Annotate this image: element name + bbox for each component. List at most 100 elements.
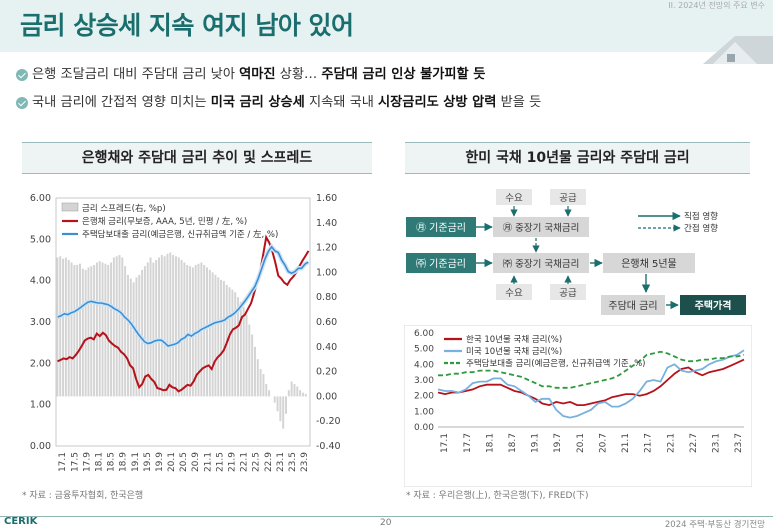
demand-top-node [496, 189, 532, 205]
x-tick-label: 20.5 [179, 452, 189, 472]
spread-bar [251, 334, 254, 397]
x-tick-label: 20.1 [167, 452, 177, 472]
x-tick-label: 19.9 [155, 452, 165, 472]
spread-bar [93, 264, 96, 397]
spread-bar [242, 307, 245, 397]
summary-bullets: 은행 조달금리 대비 주담대 금리 낮아 역마진 상황… 주담대 금리 인상 불… [10, 62, 750, 118]
spread-bar [180, 260, 183, 397]
plot-frame [55, 197, 311, 447]
legend-label: 주택담보대출 금리(예금은행, 신규취급액 기준, %) [466, 358, 646, 369]
x-tick-label: 18.1 [485, 433, 495, 453]
spread-bar [293, 384, 296, 397]
spread-bar [129, 278, 132, 397]
spread-bar [237, 297, 240, 397]
y-tick-label: 3.00 [414, 376, 434, 386]
kr-us-treasury-mortgage-chart: 0.00 1.00 2.00 3.00 4.00 5.00 6.00 17.1 17.7 18.1… [404, 325, 752, 487]
bank-bond-rate-line [57, 234, 310, 393]
spread-bar [126, 274, 129, 397]
supply-bottom-node [550, 284, 586, 300]
bullet-emphasis: 미국 금리 상승세 [210, 95, 305, 110]
y-tick-label: 0.00 [414, 423, 434, 433]
y-tick-label: 5.00 [30, 234, 51, 245]
spread-bar [276, 396, 279, 412]
x-tick-label: 18.1 [94, 452, 104, 472]
spread-bar [231, 289, 234, 397]
page-title: 금리 상승세 지속 여지 남아 있어 [20, 11, 354, 40]
x-tick-label: 18.7 [508, 433, 518, 453]
bullet-emphasis: 역마진 [239, 67, 276, 82]
bullet-item: 은행 조달금리 대비 주담대 금리 낮아 역마진 상황… 주담대 금리 인상 불… [10, 62, 750, 90]
x-tick-label: 19.7 [553, 433, 563, 453]
spread-bar [220, 279, 223, 397]
spread-bar [79, 263, 81, 397]
spread-bar [110, 262, 113, 397]
y-tick-label: 6.00 [414, 329, 434, 339]
us-10y-line [437, 349, 745, 419]
mortgage-rate-line [438, 350, 745, 389]
x-tick-label: 21.7 [644, 433, 654, 453]
x-tick-label: 21.9 [228, 452, 238, 472]
y2-tick-label: 1.40 [316, 218, 337, 229]
y2-tick-label: 1.20 [316, 243, 337, 254]
spread-bar [211, 272, 214, 397]
y-tick-label: 4.00 [30, 276, 51, 287]
spread-bar [81, 268, 84, 397]
x-tick-label: 17.1 [440, 433, 450, 453]
spread-bar [76, 264, 79, 397]
spread-bar [112, 257, 115, 397]
left-panel-title: 은행채와 주담대 금리 추이 및 스프레드 [22, 142, 372, 174]
spread-bar [135, 277, 138, 397]
spread-bar [64, 257, 67, 397]
spread-bar [222, 281, 225, 397]
kr-long-term-rate-label: ㈜ 중장기 국채금리 [503, 258, 580, 270]
spread-bar [253, 346, 256, 397]
spread-bar [146, 262, 149, 397]
section-breadcrumb: II. 2024년 전망의 주요 변수 [668, 1, 765, 10]
legend-label: 한국 10년물 국채 금리(%) [466, 334, 562, 345]
legend-indirect-label: 간접 영향 [684, 223, 718, 234]
x-tick-label: 20.9 [191, 452, 201, 472]
y-tick-label: 2.00 [414, 392, 434, 402]
x-tick-label: 23.9 [300, 452, 310, 472]
spread-bar [115, 256, 118, 397]
bullet-item: 국내 금리에 간접적 영향 미치는 미국 금리 상승세 지속돼 국내 시장금리도… [10, 90, 750, 118]
spread-bar [234, 292, 237, 397]
house-price-label: 주택가격 [695, 299, 732, 312]
spread-bar [287, 390, 290, 397]
spread-bar [174, 256, 177, 397]
x-tick-label: 23.1 [712, 433, 722, 453]
spread-bar [90, 266, 93, 397]
report-name: 2024 주택·부동산 경기전망 [664, 520, 765, 530]
spread-bar [268, 390, 271, 397]
y2-tick-label: 0.20 [316, 367, 337, 378]
spread-bar [296, 386, 299, 397]
x-tick-label: 22.9 [264, 452, 274, 472]
us-long-term-rate-node [493, 217, 589, 237]
page-header: 금리 상승세 지속 여지 남아 있어 II. 2024년 전망의 주요 변수 [0, 0, 773, 64]
y-tick-label: 1.00 [30, 400, 51, 411]
y-tick-label: 4.00 [414, 360, 434, 370]
check-circle-icon [16, 69, 28, 81]
spread-bar [121, 257, 124, 397]
x-tick-label: 18.9 [119, 452, 129, 472]
spread-bar [183, 262, 186, 397]
y2-tick-label: 0.00 [316, 391, 337, 402]
us-base-rate-node [406, 217, 476, 237]
bullet-segment: 국내 금리에 간접적 영향 미치는 [32, 95, 211, 110]
spread-bar [87, 267, 90, 397]
spread-bar [149, 257, 152, 397]
y2-tick-label: 1.00 [316, 267, 337, 278]
rate-transmission-diagram: ㊊ 기준금리 ㈜ 기준금리 ㊊ 중장기 국채금리 ㈜ 중장기 국채금리 은행채 … [406, 189, 746, 315]
publisher-logo: CERIK [4, 516, 38, 527]
spread-bar [59, 256, 62, 397]
legend-label: 금리 스프레드(右, %p) [82, 203, 166, 214]
x-tick-label: 21.1 [621, 433, 631, 453]
spread-bar [217, 277, 220, 397]
bank-bond-5y-label: 은행채 5년물 [621, 258, 677, 270]
spread-bar [191, 267, 194, 397]
spread-bar [152, 262, 155, 397]
spread-bar [141, 269, 144, 397]
y2-tick-label: -0.40 [316, 441, 341, 452]
bullet-segment: 상황… [275, 67, 322, 82]
spread-bar [208, 269, 211, 397]
